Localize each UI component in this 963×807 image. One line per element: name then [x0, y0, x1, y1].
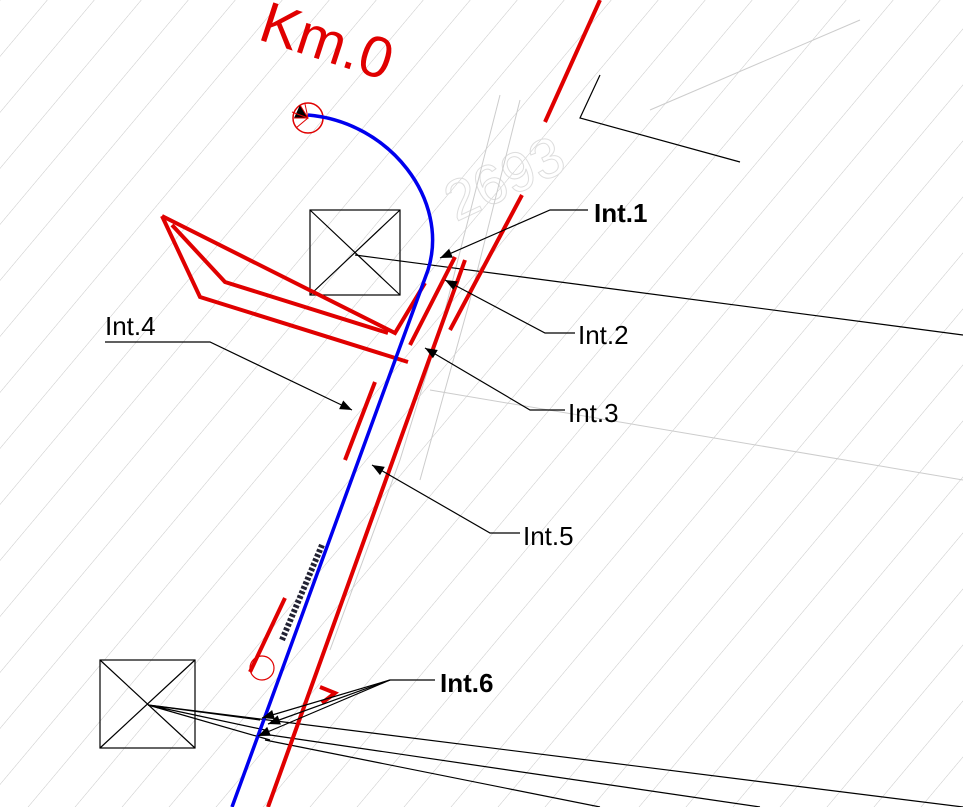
label-int6: Int.6 — [440, 668, 493, 698]
cad-drawing: 2693 Km.0 — [0, 0, 963, 807]
label-int4: Int.4 — [105, 311, 156, 341]
label-int5: Int.5 — [523, 521, 574, 551]
label-int1: Int.1 — [594, 198, 647, 228]
label-int2: Int.2 — [578, 320, 629, 350]
label-int3: Int.3 — [568, 398, 619, 428]
